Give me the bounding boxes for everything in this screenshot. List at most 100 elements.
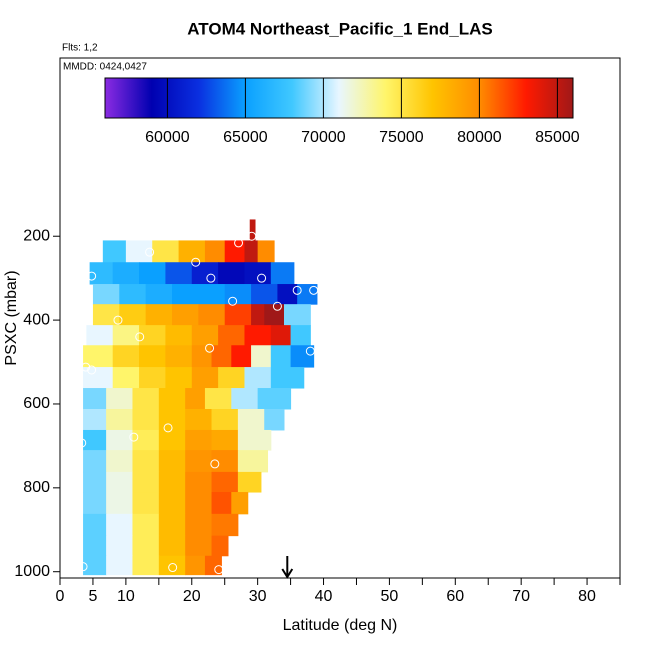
x-tick-label: 10 <box>117 588 135 605</box>
curtain-cell <box>158 513 186 537</box>
curtain-cell <box>83 409 107 431</box>
curtain-cell <box>211 471 239 493</box>
observation-point <box>87 365 97 375</box>
curtain-cell <box>185 513 213 537</box>
curtain-cell <box>132 535 160 557</box>
x-tick-label: 0 <box>56 588 65 605</box>
curtain-cell <box>139 262 166 285</box>
curtain-cell <box>132 409 160 431</box>
curtain-cell <box>145 304 173 326</box>
curtain-cell <box>191 325 219 346</box>
curtain-cell <box>204 388 232 410</box>
curtain-cell <box>106 535 133 557</box>
curtain-cell <box>185 450 213 473</box>
x-tick-label: 30 <box>249 588 267 605</box>
curtain-cell <box>211 492 232 515</box>
observation-point <box>113 315 123 325</box>
curtain-cell <box>112 345 140 368</box>
curtain-cell <box>211 535 229 557</box>
curtain-cell <box>237 429 272 451</box>
curtain-cell <box>165 367 193 389</box>
curtain-cell <box>139 367 166 389</box>
curtain-cell <box>102 240 127 263</box>
observation-point <box>234 238 244 248</box>
curtain-cell <box>106 471 133 493</box>
curtain-cell <box>191 262 219 285</box>
curtain-cell <box>249 219 256 241</box>
curtain-cell <box>86 325 114 346</box>
curtain-cell <box>218 367 245 389</box>
x-tick-label: 70 <box>512 588 530 605</box>
curtain-cell <box>119 304 147 326</box>
y-tick-label: 1000 <box>14 563 50 580</box>
colorbar-tick-label: 85000 <box>535 129 580 146</box>
curtain-cell <box>83 513 107 537</box>
curtain-cell <box>251 304 265 326</box>
colorbar-tick-label: 65000 <box>223 129 268 146</box>
curtain-cell <box>270 325 292 346</box>
x-tick-label: 80 <box>578 588 596 605</box>
curtain-cell <box>112 325 140 346</box>
observation-point <box>214 565 224 575</box>
curtain-cell <box>251 345 272 368</box>
x-tick-label: 5 <box>88 588 97 605</box>
curtain-cell <box>191 345 213 368</box>
curtain-cell <box>132 555 160 576</box>
observation-point <box>206 273 216 283</box>
curtain-cell <box>119 284 147 305</box>
curtain-cell <box>83 492 107 515</box>
curtain-cell <box>132 513 160 537</box>
curtain-cell <box>257 388 292 410</box>
curtain-cell <box>211 513 239 537</box>
observation-point <box>292 285 302 295</box>
curtain-cell <box>158 450 186 473</box>
curtain-cell <box>145 284 173 305</box>
colorbar-tick-label: 70000 <box>301 129 346 146</box>
curtain-cell <box>83 345 114 368</box>
curtain-cell <box>158 555 186 576</box>
curtain-cell <box>284 304 311 326</box>
curtain-cell <box>224 284 252 305</box>
x-tick-label: 60 <box>446 588 464 605</box>
y-axis-label: PSXC (mbar) <box>3 270 20 365</box>
curtain-cell <box>158 388 186 410</box>
curtain-cell <box>224 240 245 263</box>
curtain-cell <box>237 450 269 473</box>
observation-point <box>305 346 315 356</box>
curtain-cell <box>185 492 213 515</box>
observation-point <box>78 562 88 572</box>
curtain-cell <box>244 240 259 263</box>
curtain-cell <box>178 240 206 263</box>
curtain-cell <box>211 345 232 368</box>
curtain-cell <box>92 304 120 326</box>
curtain-cell <box>211 429 239 451</box>
arrow-head <box>281 568 294 579</box>
curtain-cell <box>185 388 206 410</box>
curtain-cell <box>257 240 275 263</box>
curtain-cell <box>185 555 206 576</box>
curtain-cell <box>139 325 166 346</box>
curtain-cell <box>125 240 153 263</box>
observation-point <box>210 459 220 469</box>
curtain-cell <box>198 284 226 305</box>
curtain-cell <box>270 367 305 389</box>
observation-point <box>163 423 173 433</box>
curtain-cell <box>106 388 133 410</box>
colorbar-tick-label: 75000 <box>379 129 424 146</box>
plot-frame <box>59 57 621 579</box>
curtain-cell <box>237 471 262 493</box>
curtain-cell <box>270 262 295 285</box>
colorbar-tick-label: 80000 <box>457 129 502 146</box>
curtain-cell <box>231 345 252 368</box>
x-tick-label: 50 <box>381 588 399 605</box>
chart-title: ATOM4 Northeast_Pacific_1 End_LAS <box>187 19 492 38</box>
observation-point <box>191 257 201 267</box>
plot-area <box>77 219 319 576</box>
curtain-cell <box>277 284 298 305</box>
curtain-cell <box>132 492 160 515</box>
observation-point <box>257 273 267 283</box>
curtain-cell <box>106 492 133 515</box>
curtain-cell <box>158 492 186 515</box>
curtain-cell <box>83 535 107 557</box>
